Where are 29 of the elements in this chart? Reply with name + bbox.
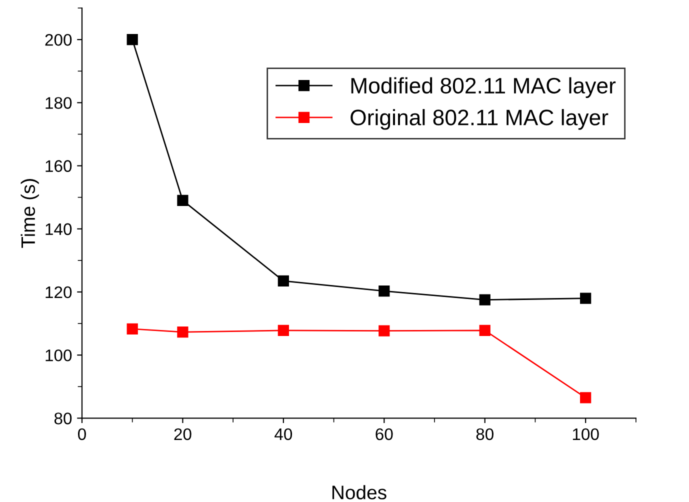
y-tick-label: 140 (46, 223, 72, 236)
point (278, 275, 289, 286)
point (580, 392, 592, 404)
legend-label: Modified 802.11 MAC layer (351, 77, 616, 98)
point (177, 326, 188, 338)
y-tick-label: 180 (46, 97, 72, 109)
y-tick-label: 160 (46, 160, 72, 172)
x-tick-label: 20 (174, 428, 192, 440)
y-tick-label: 200 (45, 34, 72, 46)
x-tick-label: 60 (376, 428, 393, 440)
point (126, 323, 138, 334)
y-tick-label: 100 (46, 349, 72, 362)
point (479, 294, 490, 306)
point (378, 325, 390, 336)
point (479, 324, 490, 336)
point (278, 324, 289, 336)
point (378, 285, 390, 297)
x-tick-label: 0 (78, 428, 86, 440)
point (177, 194, 188, 206)
x-tick-label: 40 (274, 428, 292, 440)
x-axis-title: Nodes (332, 485, 386, 500)
x-tick-label: 100 (572, 428, 599, 440)
point (580, 292, 592, 304)
y-tick-label: 80 (54, 412, 72, 424)
y-axis-title: Time (s) (20, 179, 39, 248)
legend-label: Original 802.11 MAC layer (350, 109, 608, 130)
y-tick-label: 120 (46, 286, 72, 298)
x-tick-label: 80 (476, 428, 494, 440)
point (126, 34, 138, 46)
